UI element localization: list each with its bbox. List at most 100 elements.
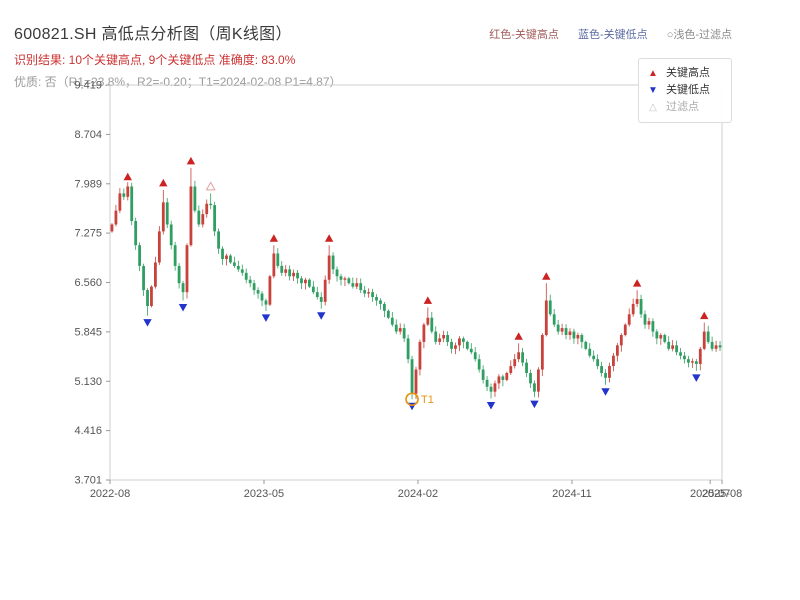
page-title: 600821.SH 高低点分析图（周K线图） [14,26,292,43]
candle-body [343,278,347,280]
candle-body [473,352,477,360]
legend-item-key-high: ▲ 关键高点 [647,65,723,82]
candle-body [229,255,232,263]
candle-body [521,352,525,363]
candle-body [600,366,603,373]
candle-body [177,265,181,284]
candle-body [489,386,493,392]
candle-body [465,341,469,349]
candle-body [525,362,528,373]
candle-body [367,292,371,294]
candle-body [236,265,240,270]
candle-body [375,297,378,301]
candle-body [134,221,138,246]
candle-body [311,286,315,293]
key-low-marker [143,319,152,327]
key-high-marker [123,172,132,181]
header-legend: 红色-关键高点 蓝色-关键低点 ○浅色-过滤点 [473,26,732,42]
candle-body [635,299,639,304]
candle-body [548,300,552,315]
candle-body [154,262,157,287]
candle-body [280,265,284,273]
candle-body [450,341,453,349]
candle-body [706,331,710,342]
candle-body [560,328,564,332]
candle-body [442,335,446,339]
candle-body [458,338,461,346]
candle-body [501,376,505,380]
key-high-marker [423,296,433,304]
candle-body [130,186,134,222]
plot-border [109,84,723,481]
y-tick-label: 7.989 [74,178,102,190]
candle-body [655,331,659,339]
y-tick-label: 8.704 [74,129,102,141]
candle-body [533,383,536,392]
candle-body [217,231,220,249]
candle-body [454,345,457,349]
candle-body [509,366,513,373]
header-legend-filtered: ○浅色-过滤点 [666,29,732,41]
y-tick-label: 4.416 [74,425,102,437]
candle-body [505,372,509,380]
candle-body [386,310,390,318]
candle-body [252,283,256,291]
candle-body [165,202,169,225]
candle-body [639,299,643,315]
candle-body [675,345,678,353]
candle-body [335,269,339,277]
y-tick-label: 7.275 [74,228,102,240]
candle-body [604,372,607,378]
y-tick-label: 6.560 [74,277,102,289]
candle-body [260,293,264,301]
candle-body [379,300,382,304]
candle-body [347,278,351,284]
candle-body [714,345,718,349]
candle-body [679,352,682,356]
candle-body [671,345,675,349]
candle-body [576,335,580,339]
key-low-marker [486,402,496,410]
candle-body [623,324,627,336]
candle-body [402,328,406,339]
candle-body [497,376,501,384]
candle-body [213,205,217,232]
candle-body [627,314,631,325]
x-tick-label: 2024-02 [398,488,438,500]
candle-body [256,290,260,294]
candle-body [687,359,690,363]
candle-body [205,203,209,215]
key-low-marker [178,303,188,312]
candle-body [667,341,671,349]
candle-body [327,255,331,280]
candle-body [517,352,521,360]
candle-body [268,276,272,305]
y-tick-label: 3.701 [74,475,102,487]
candle-body [300,278,303,284]
candle-body [363,290,367,294]
candle-body [319,297,323,302]
x-axis: 2022-08 2023-05 2024-02 2024-11 2025-072025-… [90,480,742,500]
key-low-marker [317,312,326,320]
legend-label: 关键低点 [666,84,710,96]
candle-body [430,317,434,332]
x-tick-label: 2022-08 [90,488,130,500]
candle-body [394,324,398,332]
candle-body [663,335,667,342]
hollow-triangle-icon: △ [649,102,657,113]
candle-body [272,253,276,277]
candle-body [647,321,651,325]
candle-body [264,300,268,305]
candle-body [568,331,572,336]
candle-body [371,292,374,298]
candle-body [197,210,201,225]
filtered-point-marker [205,181,216,191]
candle-body [426,317,430,325]
candle-body [537,369,540,392]
key-high-marker [514,332,523,340]
candle-body [323,279,327,302]
candle-body [189,186,193,246]
x-tick-label: 2024-11 [552,488,592,500]
candle-body [355,283,359,287]
candle-body [418,341,422,370]
